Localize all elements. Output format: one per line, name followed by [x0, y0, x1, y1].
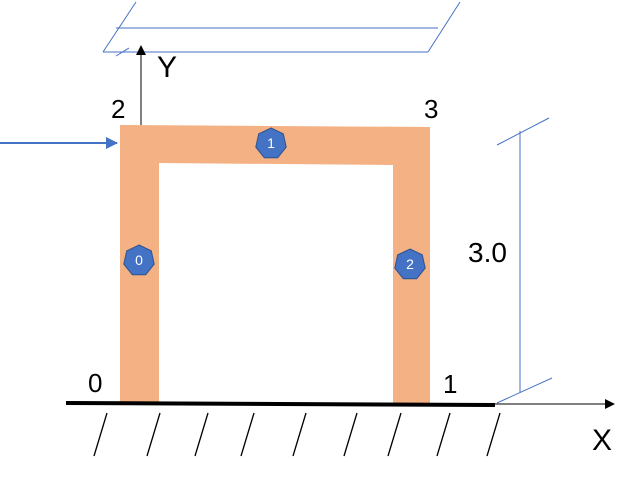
portal-frame: [120, 125, 430, 403]
element-badge-2: 2: [394, 248, 426, 280]
element-badge-label: 0: [135, 252, 143, 268]
element-badge-0: 0: [123, 244, 155, 276]
node-labels: 0 1 2 3: [88, 94, 457, 399]
element-badge-label: 1: [267, 135, 275, 151]
element-badge-label: 2: [406, 256, 414, 272]
element-badge-shape: [394, 248, 426, 280]
x-axis-label: X: [592, 424, 612, 457]
element-badge-shape: [123, 244, 155, 276]
element-badge-1: 1: [255, 127, 287, 159]
node-label-3: 3: [424, 94, 438, 124]
element-badge-shape: [255, 127, 287, 159]
x-axis: X: [495, 399, 615, 457]
height-dimension: 3.0: [468, 117, 553, 404]
node-label-1: 1: [443, 369, 457, 399]
top-dimension-lines: [102, 1, 461, 57]
y-axis: Y: [136, 45, 177, 125]
node-label-0: 0: [88, 368, 102, 398]
frame-body: [120, 125, 430, 403]
ground-support: [65, 401, 501, 457]
y-axis-label: Y: [157, 51, 177, 84]
node-label-2: 2: [111, 94, 125, 124]
dimension-label: 3.0: [468, 237, 507, 268]
